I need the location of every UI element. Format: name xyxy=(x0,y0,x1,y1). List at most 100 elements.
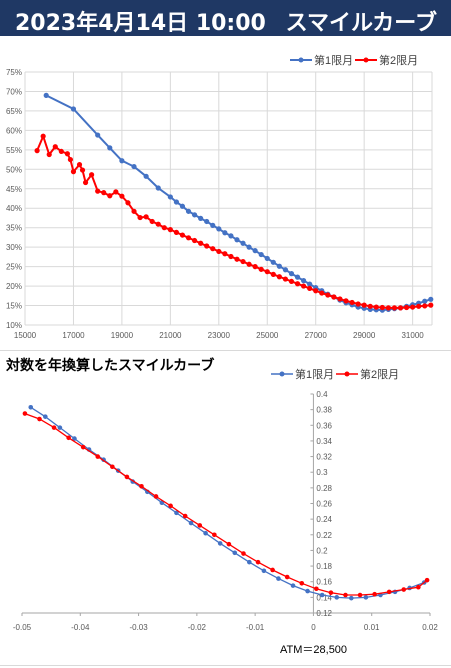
data-point xyxy=(198,215,204,221)
data-point xyxy=(264,269,270,275)
y-tick-label: 15% xyxy=(6,302,22,311)
data-point xyxy=(137,214,143,221)
data-point xyxy=(57,425,63,430)
series-line-2 xyxy=(24,412,428,596)
data-point xyxy=(197,523,203,528)
data-point xyxy=(34,148,40,154)
data-point xyxy=(226,541,232,547)
data-point xyxy=(307,285,313,292)
data-point xyxy=(119,158,125,164)
data-point xyxy=(246,261,252,267)
chart-divider xyxy=(0,350,451,351)
data-point xyxy=(167,194,173,200)
data-point xyxy=(124,474,130,480)
data-point xyxy=(210,246,216,252)
data-point xyxy=(241,551,246,556)
data-point xyxy=(410,304,416,310)
y-tick-label: 10% xyxy=(6,321,22,330)
data-point xyxy=(258,266,264,272)
y-tick-label: 0.28 xyxy=(316,484,332,493)
data-point xyxy=(270,271,276,277)
data-point xyxy=(185,208,192,214)
data-point xyxy=(191,212,198,218)
data-point xyxy=(212,532,217,538)
x-tick-label: -0.01 xyxy=(246,623,265,632)
data-point xyxy=(188,520,194,526)
data-point xyxy=(67,156,74,163)
data-point xyxy=(167,227,173,233)
data-point xyxy=(372,591,377,597)
data-point xyxy=(270,259,276,265)
header-bar: 2023年4月14日 10:00 スマイルカーブ xyxy=(0,0,451,36)
y-tick-label: 50% xyxy=(6,165,22,174)
data-point xyxy=(234,237,240,243)
data-point xyxy=(179,203,186,209)
data-point xyxy=(391,305,398,311)
data-point xyxy=(161,225,167,231)
data-point xyxy=(28,404,34,410)
data-point xyxy=(131,163,137,170)
data-point xyxy=(282,276,289,282)
data-point xyxy=(66,435,71,441)
data-point xyxy=(294,281,301,287)
y-tick-label: 65% xyxy=(6,107,22,116)
data-point xyxy=(258,251,264,258)
x-tick-label: -0.03 xyxy=(129,623,148,632)
data-point xyxy=(95,188,101,194)
y-tick-label: 0.4 xyxy=(316,390,328,399)
data-point xyxy=(198,240,204,246)
data-point xyxy=(363,595,369,600)
data-point xyxy=(173,229,180,235)
y-tick-label: 55% xyxy=(6,146,22,155)
data-point xyxy=(264,255,270,262)
atm-note: ATM＝28,500 xyxy=(280,644,348,656)
x-tick-label: 17000 xyxy=(62,331,85,340)
data-point xyxy=(422,298,428,304)
data-point xyxy=(428,302,434,308)
series-line-1 xyxy=(45,94,432,312)
y-tick-label: 30% xyxy=(6,243,22,252)
data-point xyxy=(95,454,101,459)
data-point xyxy=(290,583,296,588)
y-tick-label: 0.38 xyxy=(316,406,332,415)
data-point xyxy=(216,248,222,255)
x-tick-label: 23000 xyxy=(208,331,231,340)
data-point xyxy=(131,208,137,214)
data-point xyxy=(174,510,179,516)
data-point xyxy=(40,133,46,139)
data-point xyxy=(43,92,49,98)
data-point xyxy=(301,283,307,289)
data-point xyxy=(72,436,77,441)
y-tick-label: 0.34 xyxy=(316,437,332,446)
data-point xyxy=(210,222,216,228)
data-point xyxy=(328,590,334,595)
legend-marker-1 xyxy=(279,371,285,377)
y-tick-label: 0.2 xyxy=(316,546,328,555)
data-point xyxy=(143,214,149,220)
data-point xyxy=(379,304,385,311)
data-point xyxy=(95,132,101,138)
data-point xyxy=(182,513,188,519)
y-tick-label: 0.32 xyxy=(316,453,332,462)
x-tick-label: 25000 xyxy=(256,331,279,340)
data-point xyxy=(234,256,240,262)
data-point xyxy=(168,503,173,509)
data-point xyxy=(305,588,310,594)
legend-label: 第1限月 xyxy=(295,367,334,381)
data-point xyxy=(113,189,119,195)
data-point xyxy=(222,251,228,257)
data-point xyxy=(246,244,252,250)
y-tick-label: 0.18 xyxy=(316,562,332,571)
data-point xyxy=(334,595,340,600)
data-point xyxy=(22,411,28,416)
x-tick-label: 19000 xyxy=(111,331,134,340)
data-point xyxy=(185,235,192,241)
data-point xyxy=(240,240,246,246)
data-point xyxy=(143,173,149,179)
data-point xyxy=(403,304,410,311)
data-point xyxy=(397,305,404,311)
data-point xyxy=(119,193,125,199)
series-line-2 xyxy=(36,133,431,309)
y-tick-label: 0.24 xyxy=(316,515,332,524)
data-point xyxy=(139,483,144,489)
